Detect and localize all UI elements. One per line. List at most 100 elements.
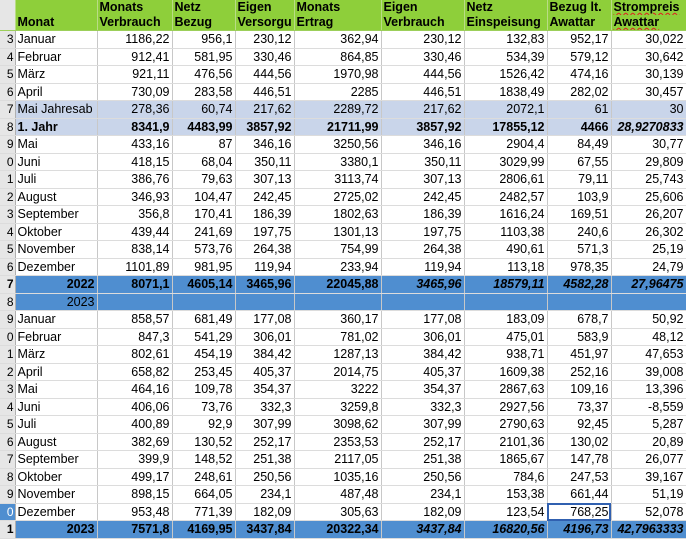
value-cell[interactable]: 307,13 [381,170,465,189]
value-cell[interactable]: 362,94 [294,30,382,49]
value-cell[interactable]: 17855,12 [464,118,548,136]
row-header[interactable]: 1 [0,345,16,364]
value-cell[interactable]: 771,39 [172,503,236,521]
month-cell[interactable]: Mai [15,135,98,154]
value-cell[interactable]: 147,78 [547,450,612,469]
value-cell[interactable]: 183,09 [464,310,548,329]
value-cell[interactable]: 20322,34 [294,520,382,539]
value-cell[interactable]: 386,76 [97,170,173,189]
value-cell[interactable]: 451,97 [547,345,612,364]
header-cell[interactable]: Verbrauch [381,15,465,31]
value-cell[interactable]: 61 [547,100,612,119]
value-cell[interactable]: 730,09 [97,83,173,101]
value-cell[interactable]: 48,12 [611,328,686,346]
value-cell[interactable]: 1287,13 [294,345,382,364]
value-cell[interactable]: 864,85 [294,48,382,66]
value-cell[interactable]: 2353,53 [294,433,382,451]
value-cell[interactable]: 3250,56 [294,135,382,154]
value-cell[interactable]: 186,39 [235,205,295,224]
value-cell[interactable]: 1035,16 [294,468,382,486]
value-cell[interactable]: 241,69 [172,223,236,241]
header-cell[interactable]: Bezug [172,15,236,31]
month-cell[interactable]: November [15,240,98,259]
value-cell[interactable]: 3857,92 [235,118,295,136]
value-cell[interactable]: 384,42 [381,345,465,364]
value-cell[interactable]: 952,17 [547,30,612,49]
month-cell[interactable]: Mai Jahresab [15,100,98,119]
value-cell[interactable]: 573,76 [172,240,236,259]
value-cell[interactable]: 182,09 [381,503,465,521]
value-cell[interactable]: 2014,75 [294,363,382,381]
row-header[interactable]: 9 [0,310,16,329]
value-cell[interactable]: 21711,99 [294,118,382,136]
value-cell[interactable]: 30,457 [611,83,686,101]
value-cell[interactable]: 242,45 [381,188,465,206]
month-cell[interactable]: April [15,83,98,101]
header-cell[interactable]: Strompreis [611,0,686,15]
value-cell[interactable]: 3437,84 [235,520,295,539]
value-cell[interactable]: 4169,95 [172,520,236,539]
value-cell[interactable]: 230,12 [235,30,295,49]
value-cell[interactable]: 197,75 [235,223,295,241]
value-cell[interactable]: 354,37 [381,380,465,399]
value-cell[interactable]: 3029,99 [464,153,548,171]
value-cell[interactable] [611,293,686,311]
value-cell[interactable]: 234,1 [381,485,465,504]
value-cell[interactable]: 16820,56 [464,520,548,539]
value-cell[interactable]: 3465,96 [381,275,465,294]
row-header[interactable]: 7 [0,275,16,294]
row-header[interactable]: 0 [0,503,16,521]
value-cell[interactable]: 858,57 [97,310,173,329]
value-cell[interactable]: 306,01 [235,328,295,346]
header-cell[interactable]: Eigen [381,0,465,15]
value-cell[interactable]: 79,11 [547,170,612,189]
value-cell[interactable]: 7571,8 [97,520,173,539]
value-cell[interactable]: 768,25 [547,503,612,521]
row-header[interactable]: 3 [0,380,16,399]
value-cell[interactable]: 25,19 [611,240,686,259]
value-cell[interactable]: 3259,8 [294,398,382,416]
value-cell[interactable]: 305,63 [294,503,382,521]
value-cell[interactable]: 26,302 [611,223,686,241]
row-header[interactable]: 9 [0,485,16,504]
row-header[interactable]: 8 [0,118,16,136]
month-cell[interactable]: Januar [15,310,98,329]
value-cell[interactable] [294,293,382,311]
month-cell[interactable]: Juni [15,153,98,171]
row-header[interactable]: 3 [0,205,16,224]
value-cell[interactable]: 3222 [294,380,382,399]
value-cell[interactable]: 4466 [547,118,612,136]
value-cell[interactable]: 418,15 [97,153,173,171]
value-cell[interactable]: 26,207 [611,205,686,224]
value-cell[interactable]: 47,653 [611,345,686,364]
row-header[interactable]: 2 [0,188,16,206]
value-cell[interactable]: 92,45 [547,415,612,434]
value-cell[interactable]: 2285 [294,83,382,101]
value-cell[interactable]: 499,17 [97,468,173,486]
value-cell[interactable]: 8071,1 [97,275,173,294]
value-cell[interactable]: 953,48 [97,503,173,521]
value-cell[interactable]: 581,95 [172,48,236,66]
value-cell[interactable]: 119,94 [381,258,465,276]
month-cell[interactable]: Oktober [15,468,98,486]
month-cell[interactable]: März [15,65,98,84]
value-cell[interactable]: 1609,38 [464,363,548,381]
month-cell[interactable]: Dezember [15,503,98,521]
value-cell[interactable]: -8,559 [611,398,686,416]
value-cell[interactable]: 2927,56 [464,398,548,416]
value-cell[interactable]: 346,93 [97,188,173,206]
value-cell[interactable]: 109,16 [547,380,612,399]
month-cell[interactable]: Februar [15,48,98,66]
value-cell[interactable]: 571,3 [547,240,612,259]
value-cell[interactable]: 68,04 [172,153,236,171]
month-cell[interactable]: Oktober [15,223,98,241]
value-cell[interactable]: 130,02 [547,433,612,451]
month-cell[interactable]: 1. Jahr [15,118,98,136]
value-cell[interactable]: 384,42 [235,345,295,364]
value-cell[interactable]: 490,61 [464,240,548,259]
header-cell[interactable]: Awattar [611,15,686,31]
value-cell[interactable]: 182,09 [235,503,295,521]
value-cell[interactable]: 439,44 [97,223,173,241]
row-header[interactable]: 1 [0,520,16,539]
